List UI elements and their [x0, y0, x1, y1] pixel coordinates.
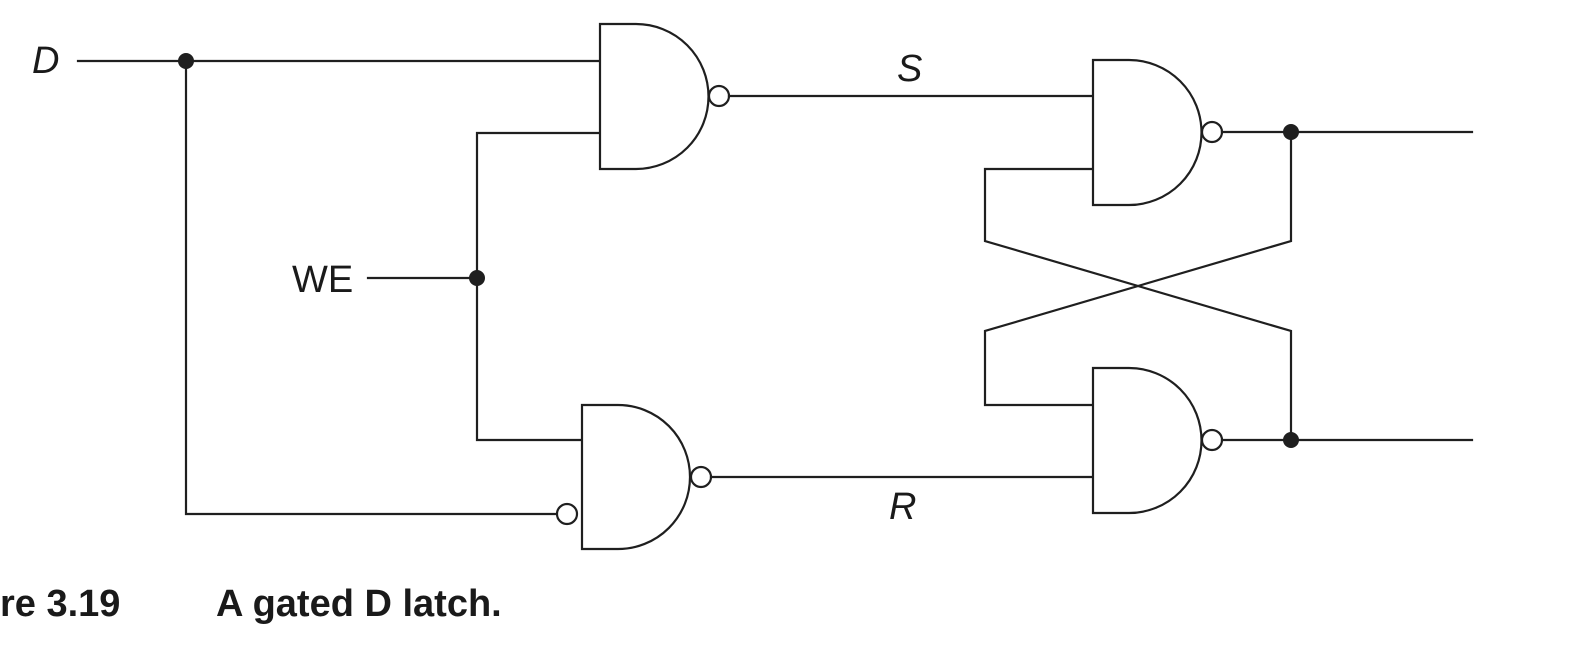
nand-gate-bottom-input	[580, 403, 692, 551]
label-s: S	[897, 48, 922, 90]
nand-gate-top-input	[598, 22, 710, 171]
wire-we-to-gates	[475, 131, 602, 442]
gated-d-latch-diagram: D WE S R	[32, 22, 1474, 551]
nand-gate-top-latch	[1091, 58, 1203, 207]
junction-d	[178, 53, 194, 69]
junction-output-bottom	[1283, 432, 1299, 448]
junction-we	[469, 270, 485, 286]
figure-caption: A gated D latch.	[216, 583, 502, 625]
inversion-bubble-bottom-latch	[1200, 428, 1224, 452]
wire-d-to-bottom-nand	[184, 59, 558, 516]
inversion-bubble-top-input	[707, 84, 731, 108]
label-we: WE	[292, 259, 353, 301]
wire-feedback-top	[983, 167, 1293, 442]
nand-gate-bottom-latch	[1091, 366, 1203, 515]
figure-number: re 3.19	[0, 583, 121, 625]
label-d: D	[32, 40, 59, 82]
wire-feedback-bottom	[983, 130, 1293, 407]
junction-output-top	[1283, 124, 1299, 140]
inversion-bubble-d-inverter	[555, 502, 579, 526]
inversion-bubble-bottom-output	[689, 465, 713, 489]
label-r: R	[889, 486, 916, 528]
inversion-bubble-top-latch	[1200, 120, 1224, 144]
